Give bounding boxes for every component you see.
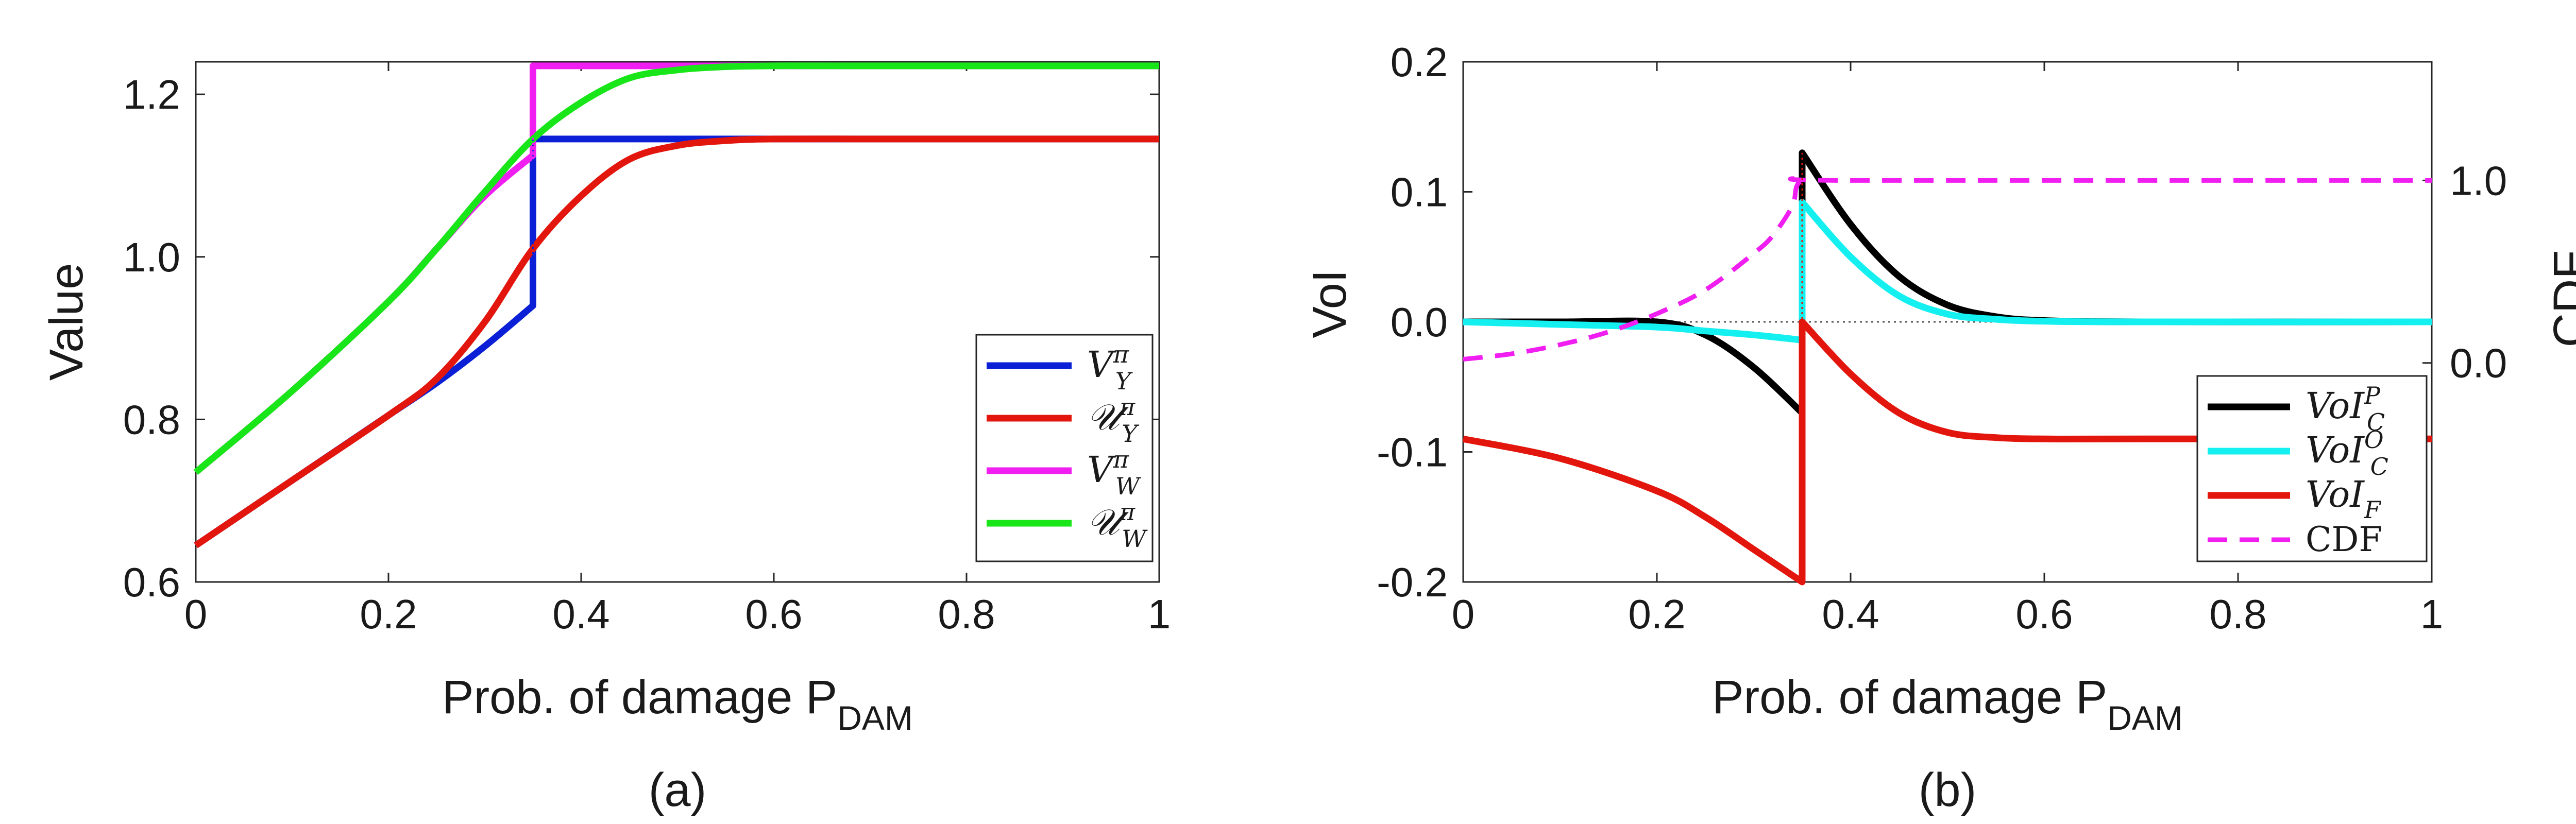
panel-a-xtick-label: 0.4: [552, 591, 609, 637]
panel-b-legend-label-2: VoIF: [2306, 473, 2382, 524]
panel-b-caption: (b): [1919, 764, 1976, 816]
panel-a-xtick-label: 0: [184, 591, 208, 637]
panel-a-ytick-label: 0.8: [123, 397, 180, 442]
panel-b-series-line-1: [1463, 199, 2432, 344]
panel-a-xlabel-subscript: DAM: [837, 699, 913, 737]
panel-b-ylabel: VoI: [1303, 269, 1356, 338]
panel-b-ytick-label: 0.2: [1391, 39, 1448, 85]
panel-b-chart: 0 0.2 0.4 0.6 0.8 1 -0.2 -0.1 0.0 0.1 0.2 0.0 1.0 Vo…: [1303, 39, 2576, 816]
panel-b-xtick-label: 0.4: [1822, 591, 1879, 637]
panel-a-series-line-1: [194, 135, 1159, 548]
panel-b-xtick-label: 0: [1452, 591, 1475, 637]
panel-a-legend-label-3: 𝒰π W: [1087, 498, 1148, 553]
panel-a-xtick-label: 0.8: [938, 591, 995, 637]
panel-b-xtick-label: 0.6: [2015, 591, 2073, 637]
panel-b-ytick-label: -0.2: [1377, 559, 1448, 605]
panel-a-legend-label-1: 𝒰π Y: [1087, 393, 1140, 448]
panel-b-ylabel-right: CDF: [2544, 250, 2576, 347]
panel-a-ytick-label: 0.6: [123, 559, 180, 605]
panel-a-xtick-label: 0.6: [745, 591, 802, 637]
panel-b-legend-label-0: VoIP C: [2306, 382, 2385, 436]
panel-b-series-line-2: [1462, 318, 2432, 586]
panel-b-xtick-label: 0.8: [2209, 591, 2266, 637]
panel-b-ytick-label: 0.1: [1391, 169, 1448, 215]
panel-a-xlabel: Prob. of damage PDAM: [442, 671, 913, 737]
panel-a-series-line-3: [193, 62, 1159, 475]
panel-a-legend: Vπ Y𝒰π YVπ W𝒰π W: [975, 334, 1154, 562]
panel-b-ytick-right-label: 0.0: [2450, 340, 2507, 386]
panel-a-ytick-label: 1.0: [123, 234, 180, 280]
panel-a-ylabel: Value: [40, 263, 93, 381]
panel-b-xlabel: Prob. of damage PDAM: [1712, 671, 2183, 737]
panel-b-xlabel-subscript: DAM: [2107, 699, 2183, 737]
panel-a-ytick-label: 1.2: [123, 72, 180, 117]
panel-a-legend-label-0: Vπ Y: [1087, 340, 1133, 395]
panel-a-caption: (a): [649, 764, 706, 816]
panel-b-legend-label-3: CDF: [2306, 520, 2382, 559]
panel-b-ytick-label: -0.1: [1377, 430, 1448, 475]
panel-b-series-line-3: [1463, 176, 2432, 362]
panel-b-xlabel-main: Prob. of damage P: [1712, 671, 2107, 724]
panel-a-legend-label-2: Vπ W: [1087, 445, 1142, 500]
panel-b-legend-label-1: VoIO C: [2306, 426, 2388, 480]
panel-a-xtick-label: 1: [1148, 591, 1171, 637]
panel-b-ytick-label: 0.0: [1391, 299, 1448, 345]
panel-a-xtick-label: 0.2: [360, 591, 417, 637]
panel-b-xtick-label: 1: [2420, 591, 2444, 637]
panel-a-xlabel-main: Prob. of damage P: [442, 671, 837, 724]
panel-b-xtick-label: 0.2: [1628, 591, 1685, 637]
panel-a-chart: 0 0.2 0.4 0.6 0.8 1 0.6 0.8 1.0 1.2 Value Prob. o…: [40, 61, 1171, 816]
panel-b-ytick-right-label: 1.0: [2450, 158, 2507, 203]
